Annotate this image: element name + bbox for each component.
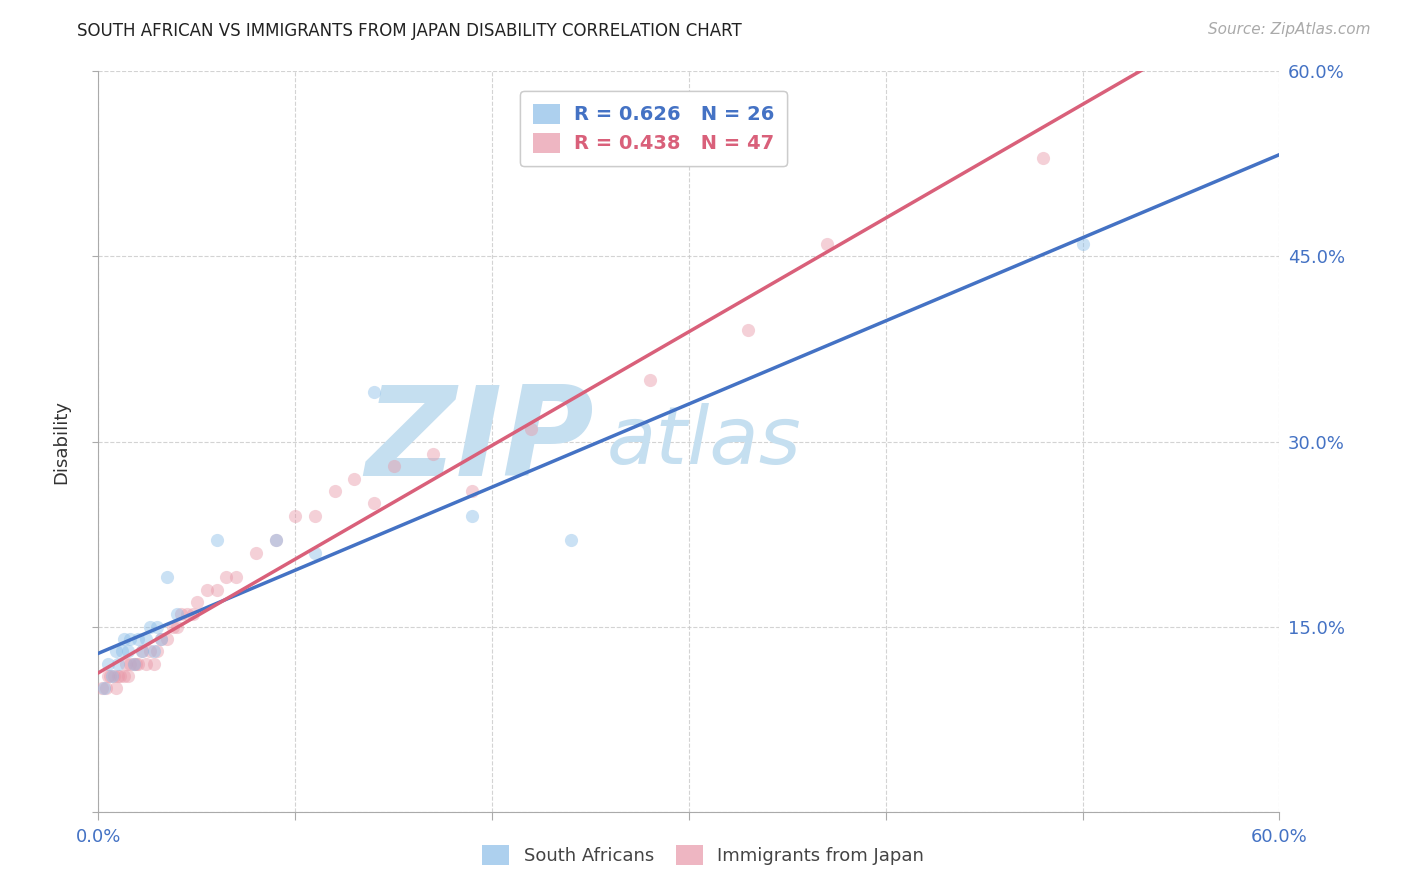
Point [125, 657, 148, 671]
Point [117, 669, 139, 683]
Text: ZIP: ZIP [366, 381, 595, 502]
Text: atlas: atlas [606, 402, 801, 481]
Point [142, 657, 165, 671]
Point [186, 595, 208, 609]
Point [461, 508, 484, 523]
Point [156, 570, 179, 584]
Legend: R = 0.626   N = 26, R = 0.438   N = 47: R = 0.626 N = 26, R = 0.438 N = 47 [520, 92, 787, 166]
Point [127, 632, 149, 646]
Point [98, 669, 121, 683]
Point [1071, 237, 1094, 252]
Point [284, 508, 307, 523]
Point [138, 619, 160, 633]
Point [166, 619, 188, 633]
Point [96, 681, 118, 696]
Point [323, 483, 346, 498]
Point [107, 657, 129, 671]
Point [343, 471, 366, 485]
Point [146, 619, 169, 633]
Point [118, 657, 141, 671]
Point [363, 496, 385, 510]
Point [127, 657, 149, 671]
Point [1032, 151, 1054, 165]
Text: SOUTH AFRICAN VS IMMIGRANTS FROM JAPAN DISABILITY CORRELATION CHART: SOUTH AFRICAN VS IMMIGRANTS FROM JAPAN D… [77, 22, 742, 40]
Point [112, 632, 135, 646]
Point [264, 533, 287, 548]
Point [205, 533, 228, 548]
Point [638, 373, 661, 387]
Legend: South Africans, Immigrants from Japan: South Africans, Immigrants from Japan [472, 836, 934, 874]
Point [205, 582, 228, 597]
Point [520, 422, 543, 436]
Point [264, 533, 287, 548]
Point [117, 644, 139, 658]
Point [560, 533, 582, 548]
Point [135, 632, 157, 646]
Point [111, 644, 134, 658]
Point [422, 447, 444, 461]
Point [815, 237, 838, 252]
Point [146, 644, 169, 658]
Point [135, 657, 157, 671]
Point [91, 681, 114, 696]
Point [737, 324, 759, 338]
Point [115, 657, 138, 671]
Point [93, 681, 115, 696]
Point [195, 582, 218, 597]
Point [181, 607, 204, 622]
Point [131, 644, 153, 658]
Point [101, 669, 124, 683]
Point [138, 644, 160, 658]
Point [461, 483, 484, 498]
Point [122, 657, 145, 671]
Point [112, 669, 135, 683]
Point [176, 607, 198, 622]
Point [225, 570, 247, 584]
Point [122, 657, 145, 671]
Point [107, 669, 129, 683]
Point [245, 546, 267, 560]
Point [150, 632, 173, 646]
Point [118, 632, 141, 646]
Point [105, 644, 128, 658]
Point [105, 681, 128, 696]
Point [170, 607, 193, 622]
Point [166, 607, 188, 622]
Point [363, 385, 385, 400]
Y-axis label: Disability: Disability [52, 400, 70, 483]
Point [142, 644, 165, 658]
Point [304, 508, 326, 523]
Point [215, 570, 238, 584]
Point [162, 619, 184, 633]
Point [156, 632, 179, 646]
Text: Source: ZipAtlas.com: Source: ZipAtlas.com [1208, 22, 1371, 37]
Point [382, 459, 405, 474]
Point [103, 669, 125, 683]
Point [150, 632, 173, 646]
Point [97, 657, 120, 671]
Point [97, 669, 120, 683]
Point [131, 644, 153, 658]
Point [108, 669, 131, 683]
Point [304, 546, 326, 560]
